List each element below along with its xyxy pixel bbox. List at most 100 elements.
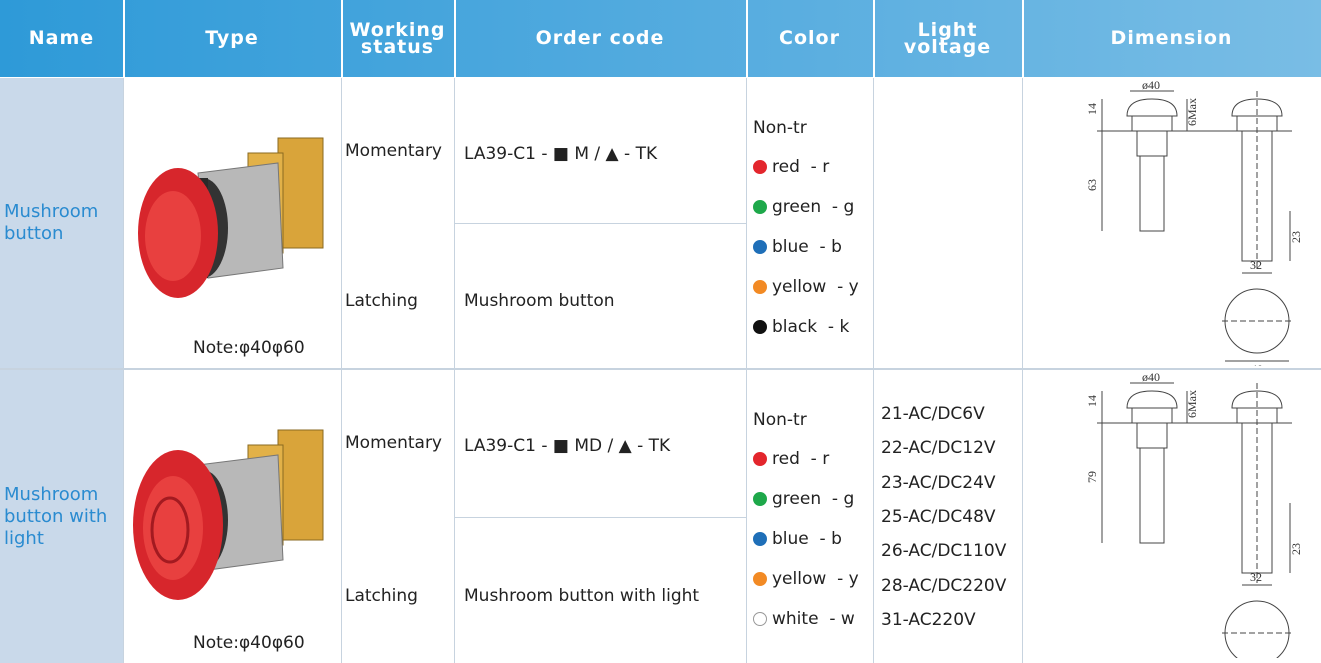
row-line — [0, 368, 1321, 370]
color-label: white - w — [772, 609, 855, 629]
light-voltage: 22-AC/DC12V — [881, 438, 996, 459]
color-label: green - g — [772, 197, 855, 217]
color-label: blue - b — [772, 529, 842, 549]
color-label: black - k — [772, 317, 850, 337]
color-title: Non-tr — [753, 118, 807, 138]
color-option: green - g — [753, 197, 854, 217]
dimension-drawing: ø40146Max792332ø40 — [1085, 373, 1302, 658]
color-option: yellow - y — [753, 277, 859, 297]
row-name: Mushroom button — [4, 201, 99, 244]
column-line — [123, 78, 124, 368]
color-label: yellow - y — [772, 277, 859, 297]
color-dot — [753, 280, 767, 294]
header-divider — [746, 0, 748, 77]
color-option: red - r — [753, 449, 829, 469]
column-line — [1022, 78, 1023, 368]
dim-height: 79 — [1085, 471, 1099, 483]
light-voltage: 28-AC/DC220V — [881, 575, 1007, 596]
header-divider — [454, 0, 456, 77]
color-option: blue - b — [753, 529, 842, 549]
light-voltage: 23-AC/DC24V — [881, 472, 996, 493]
color-option: green - g — [753, 489, 854, 509]
column-line — [873, 78, 874, 368]
note: Note:φ40φ60 — [193, 633, 305, 653]
color-label: red - r — [772, 449, 830, 469]
color-option: white - w — [753, 609, 855, 629]
working-status: Momentary — [345, 433, 442, 453]
color-option: red - r — [753, 157, 829, 177]
name-cell-bg — [0, 78, 123, 368]
header-bar — [0, 0, 1321, 77]
color-dot — [753, 160, 767, 174]
header-cell: Color — [779, 27, 840, 49]
header-divider — [123, 0, 125, 77]
order-code: LA39-C1 - ■ M / ▲ - TK — [464, 144, 658, 164]
dim-max: 6Max — [1185, 390, 1199, 418]
row-name: Mushroom button with light — [4, 483, 108, 549]
color-dot — [753, 492, 767, 506]
dim-side: 23 — [1289, 231, 1302, 243]
color-label: blue - b — [772, 237, 842, 257]
column-line — [746, 78, 747, 368]
order-code: Mushroom button — [464, 291, 615, 311]
header-divider — [873, 0, 875, 77]
color-label: green - g — [772, 489, 855, 509]
dim-max: 6Max — [1185, 98, 1199, 126]
color-title: Non-tr — [753, 410, 807, 430]
working-status: Momentary — [345, 141, 442, 161]
light-voltage: 31-AC220V — [881, 609, 976, 630]
column-line — [454, 370, 455, 663]
color-dot — [753, 452, 767, 466]
header-cell: Name — [28, 27, 95, 49]
header-divider — [341, 0, 343, 77]
name-cell-bg — [0, 370, 123, 663]
color-dot — [753, 200, 767, 214]
order-code: Mushroom button with light — [464, 586, 700, 606]
note: Note:φ40φ60 — [193, 338, 305, 358]
color-option: black - k — [753, 317, 849, 337]
column-line — [341, 78, 342, 368]
column-line — [873, 370, 874, 663]
color-option: yellow - y — [753, 569, 859, 589]
product-image — [138, 137, 324, 298]
dim-height: 63 — [1085, 179, 1099, 191]
color-dot — [753, 532, 767, 546]
header-cell: Working status — [349, 18, 446, 58]
header-cell: Dimension — [1110, 27, 1233, 49]
color-label: yellow - y — [772, 569, 859, 589]
light-voltage: 21-AC/DC6V — [881, 404, 985, 424]
dim-width: 32 — [1250, 570, 1262, 584]
column-line — [746, 370, 747, 663]
drawing-lines — [1097, 382, 1292, 658]
header-divider — [1022, 0, 1024, 77]
column-line — [341, 370, 342, 663]
color-dot — [753, 572, 767, 586]
color-option: blue - b — [753, 237, 842, 257]
color-dot — [753, 612, 767, 626]
working-status: Latching — [345, 291, 418, 311]
header-cell: Type — [205, 27, 259, 49]
column-line — [123, 370, 124, 663]
dim-top: ø40 — [1142, 81, 1160, 92]
column-line — [1022, 370, 1023, 663]
dim-head: 14 — [1085, 395, 1099, 407]
order-divider — [454, 223, 746, 224]
order-code: LA39-C1 - ■ MD / ▲ - TK — [464, 436, 671, 456]
drawing-lines — [1097, 90, 1292, 362]
color-dot — [753, 320, 767, 334]
dim-width: 32 — [1250, 258, 1262, 272]
product-drawing — [133, 429, 324, 600]
header-cell: Light voltage — [903, 18, 992, 58]
color-label: red - r — [772, 157, 830, 177]
light-voltage: 25-AC/DC48V — [881, 506, 996, 527]
order-divider — [454, 517, 746, 518]
working-status: Latching — [345, 586, 418, 606]
header-cell: Order code — [535, 27, 665, 49]
dim-top: ø40 — [1142, 373, 1160, 384]
dimension-drawing: ø40 14 6Max 63 23 32 ø40 — [1085, 81, 1302, 366]
color-dot — [753, 240, 767, 254]
product-image — [133, 429, 324, 600]
dim-side: 23 — [1289, 543, 1302, 555]
dim-head: 14 — [1085, 103, 1099, 115]
